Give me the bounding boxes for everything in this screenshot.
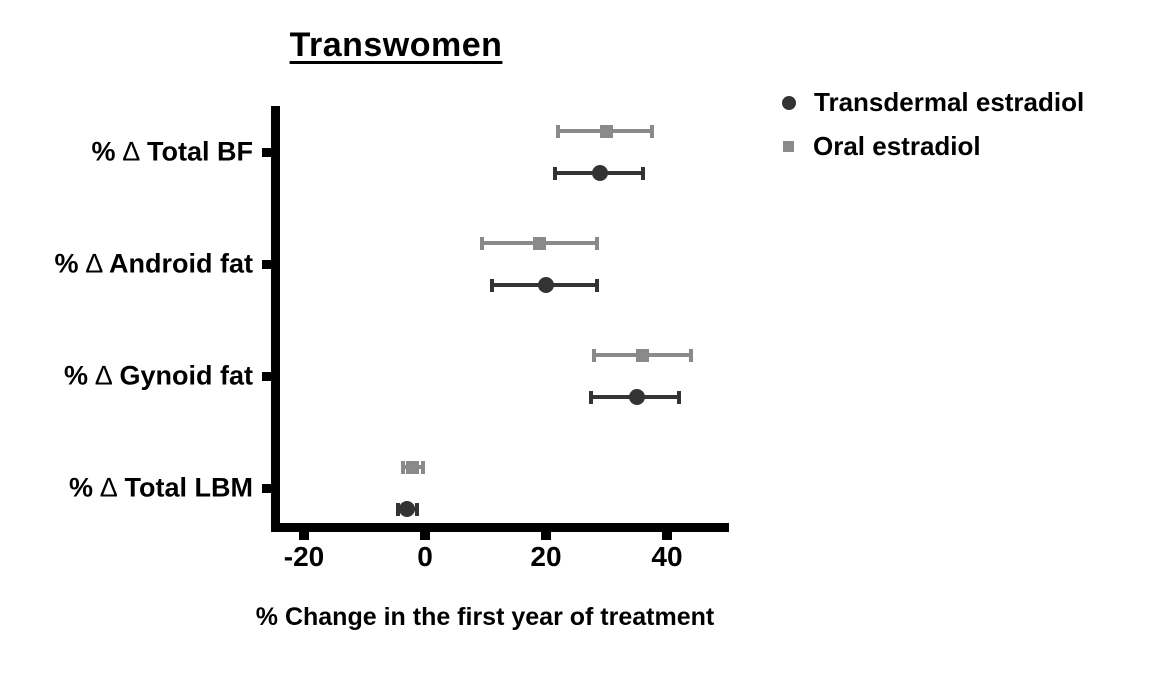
legend-marker-circle-icon (782, 95, 796, 110)
error-bar-cap-left (401, 460, 406, 474)
error-bar-cap-right (677, 390, 682, 404)
error-bar-cap-right (689, 348, 694, 362)
x-tick-mark (662, 531, 672, 540)
legend-label-oral: Oral estradiol (813, 131, 981, 161)
legend-item-oral: Oral estradiol (782, 131, 1084, 162)
data-point-square (533, 236, 547, 250)
delta-symbol: ∆ (85, 248, 103, 279)
error-bar-cap-right (415, 502, 420, 516)
category-label: % ∆ Gynoid fat (63, 360, 253, 391)
y-tick-mark (262, 259, 271, 269)
data-point-circle (592, 165, 609, 181)
legend: Transdermal estradiol Oral estradiol (782, 87, 1084, 162)
error-bar-cap-right (420, 460, 425, 474)
x-tick-label: 20 (530, 541, 562, 572)
x-tick-label: 40 (651, 541, 683, 572)
error-bar-cap-right (595, 278, 600, 292)
y-axis (271, 106, 280, 532)
data-point-circle (398, 501, 415, 517)
error-bar-cap-left (480, 236, 485, 250)
error-bar-cap-left (553, 166, 558, 180)
x-tick-mark (299, 531, 309, 540)
y-tick-mark (262, 483, 271, 493)
x-axis (271, 523, 729, 532)
data-point-square (406, 460, 420, 474)
x-tick-mark (541, 531, 551, 540)
error-bar-cap-left (592, 348, 597, 362)
error-bar-cap-right (640, 166, 645, 180)
x-tick-label: -20 (283, 541, 325, 572)
x-axis-label: % Change in the first year of treatment (255, 603, 715, 631)
category-label: % ∆ Total LBM (68, 472, 253, 503)
y-tick-mark (262, 147, 271, 157)
delta-symbol: ∆ (122, 136, 140, 167)
x-tick-mark (420, 531, 430, 540)
error-bar-cap-left (556, 124, 561, 138)
delta-symbol: ∆ (100, 472, 118, 503)
data-point-square (636, 348, 650, 362)
delta-symbol: ∆ (95, 360, 112, 391)
error-bar-cap-left (589, 390, 594, 404)
category-label: % ∆ Total BF (91, 136, 253, 167)
category-label: % ∆ Android fat (54, 248, 253, 279)
legend-label-transdermal: Transdermal estradiol (814, 87, 1085, 117)
data-point-circle (628, 389, 645, 405)
error-bar-cap-right (595, 236, 600, 250)
data-point-square (600, 124, 613, 138)
legend-marker-square-icon (783, 141, 794, 152)
error-bar-cap-left (395, 502, 400, 516)
x-tick-label: 0 (417, 541, 433, 572)
data-point-circle (538, 277, 554, 293)
chart-title: Transwomen (289, 26, 503, 64)
legend-item-transdermal: Transdermal estradiol (782, 87, 1084, 118)
error-bar-cap-left (489, 278, 494, 292)
error-bar-cap-right (649, 124, 654, 138)
y-tick-mark (262, 371, 271, 381)
